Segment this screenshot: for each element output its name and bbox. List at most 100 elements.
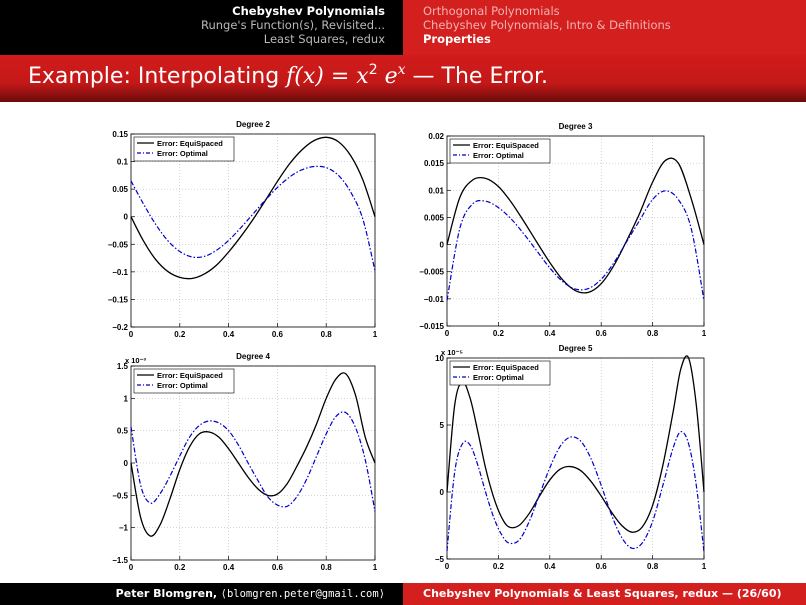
plot-area: [131, 366, 375, 560]
y-exponent-label: x 10⁻³: [125, 356, 147, 365]
legend-label: Error: Optimal: [473, 373, 524, 382]
plot-frame: [446, 135, 705, 327]
y-tick-label: 0.02: [428, 132, 444, 141]
series-line-equispaced: [130, 372, 376, 537]
y-tick-label: −0.01: [424, 295, 445, 304]
series-line-optimal: [130, 411, 376, 512]
y-tick-label: −0.1: [112, 268, 128, 277]
nav-chebyshev-polynomials[interactable]: Chebyshev Polynomials: [232, 4, 385, 18]
x-tick-label: 0.2: [174, 563, 186, 572]
title-fx: f(x) = x: [286, 64, 369, 89]
y-tick-label: 0.15: [112, 130, 128, 139]
slide-title: Example: Interpolating f(x) = x2 ex — Th…: [0, 55, 806, 102]
x-tick-label: 1: [373, 563, 378, 572]
y-tick-label: 0: [440, 488, 445, 497]
x-tick-label: 0.6: [272, 330, 284, 339]
x-tick-label: 0.4: [223, 563, 235, 572]
footer-title: Chebyshev Polynomials & Least Squares, r…: [423, 587, 719, 600]
chart-title: Degree 2: [236, 120, 270, 129]
legend-box: [133, 368, 235, 394]
y-tick-label: −0.5: [112, 491, 128, 500]
series-line-optimal: [446, 190, 705, 301]
nav-orthogonal-polynomials[interactable]: Orthogonal Polynomials: [423, 4, 560, 18]
nav-runges-functions[interactable]: Runge's Function(s), Revisited...: [200, 18, 385, 32]
x-tick-label: 0.8: [647, 329, 659, 338]
x-tick-label: 0.2: [493, 329, 505, 338]
y-tick-label: 0.05: [112, 185, 128, 194]
legend-box: [449, 360, 551, 386]
y-tick-label: −1.5: [112, 556, 128, 565]
x-tick-label: 0.8: [647, 562, 659, 571]
y-tick-label: 0.1: [117, 158, 129, 167]
x-tick-label: 1: [373, 330, 378, 339]
y-exponent-label: x 10⁻⁵: [441, 348, 464, 357]
chart-title: Degree 3: [559, 122, 593, 131]
x-tick-label: 0: [445, 562, 450, 571]
title-prefix: Example: Interpolating: [28, 64, 287, 89]
nav-chebyshev-intro[interactable]: Chebyshev Polynomials, Intro & Definitio…: [423, 18, 671, 32]
y-tick-label: 0: [440, 241, 445, 250]
chart-degree-2: 0 0.2 0.4 0.6 0.8 1 −0.2 −0.15 −0.1 −0.05 0 0.05 0.1…: [108, 120, 378, 339]
plot-area: [447, 358, 704, 559]
y-tick-label: 1.5: [117, 362, 129, 371]
x-tick-label: 1: [702, 329, 707, 338]
y-tick-label: −0.05: [108, 240, 129, 249]
x-tick-label: 0: [129, 330, 134, 339]
footer-left: Peter Blomgren, ⟨blomgren.peter@gmail.co…: [0, 583, 403, 605]
plot-area: [131, 134, 375, 327]
x-tick-label: 0.2: [493, 562, 505, 571]
chart-title: Degree 4: [236, 352, 270, 361]
y-tick-label: 0: [124, 213, 129, 222]
x-tick-label: 0.8: [321, 563, 333, 572]
title-exp2: x: [397, 62, 406, 78]
legend-box: [133, 136, 235, 162]
y-tick-label: −0.2: [112, 323, 128, 332]
series-line-optimal: [130, 165, 376, 271]
nav-properties[interactable]: Properties: [423, 32, 491, 46]
series-line-optimal: [446, 431, 705, 553]
title-e: e: [377, 64, 398, 89]
series-line-equispaced: [446, 157, 705, 294]
x-tick-label: 1: [702, 562, 707, 571]
y-tick-label: 0.005: [424, 213, 445, 222]
legend-label: Error: Optimal: [473, 151, 524, 160]
y-tick-label: 10: [435, 354, 444, 363]
y-tick-label: 0.01: [428, 186, 444, 195]
x-tick-label: 0.6: [272, 563, 284, 572]
x-tick-label: 0.4: [544, 562, 556, 571]
chart-degree-3: 0 0.2 0.4 0.6 0.8 1 −0.015 −0.01 −0.005 0 0.005 0.0…: [419, 122, 706, 338]
y-tick-label: 0: [124, 459, 129, 468]
legend-box: [449, 138, 551, 164]
legend-label: Error: Optimal: [157, 149, 208, 158]
legend-label: Error: EquiSpaced: [157, 371, 223, 380]
x-tick-label: 0: [445, 329, 450, 338]
legend-label: Error: EquiSpaced: [473, 363, 539, 372]
series-line-equispaced: [130, 136, 376, 280]
chart-title: Degree 5: [559, 344, 593, 353]
x-tick-label: 0.4: [544, 329, 556, 338]
x-tick-label: 0.6: [596, 329, 608, 338]
title-suffix: — The Error.: [405, 64, 549, 89]
footer-page: — (26/60): [721, 587, 782, 600]
x-tick-label: 0.4: [223, 330, 235, 339]
legend-label: Error: EquiSpaced: [473, 141, 539, 150]
series-line-equispaced: [446, 355, 705, 533]
chart-degree-4: 0 0.2 0.4 0.6 0.8 1 −1.5 −1 −0.5 0 0.5 1 1.5 Degree 4…: [112, 352, 378, 572]
title-exp1: 2: [368, 62, 378, 78]
x-tick-label: 0: [129, 563, 134, 572]
plot-frame: [130, 133, 376, 328]
header-right-nav: Orthogonal Polynomials Chebyshev Polynom…: [403, 0, 806, 55]
nav-least-squares[interactable]: Least Squares, redux: [263, 32, 385, 46]
x-tick-label: 0.6: [596, 562, 608, 571]
y-tick-label: 5: [440, 421, 445, 430]
y-tick-label: 0.5: [117, 427, 129, 436]
plot-frame: [446, 357, 705, 560]
plot-area: [447, 136, 704, 326]
legend-label: Error: Optimal: [157, 381, 208, 390]
y-tick-label: −1: [119, 524, 129, 533]
footer-email: ⟨blomgren.peter@gmail.com⟩: [220, 588, 385, 600]
legend-label: Error: EquiSpaced: [157, 139, 223, 148]
footer-author: Peter Blomgren,: [115, 587, 218, 600]
y-tick-label: 0.015: [424, 159, 445, 168]
